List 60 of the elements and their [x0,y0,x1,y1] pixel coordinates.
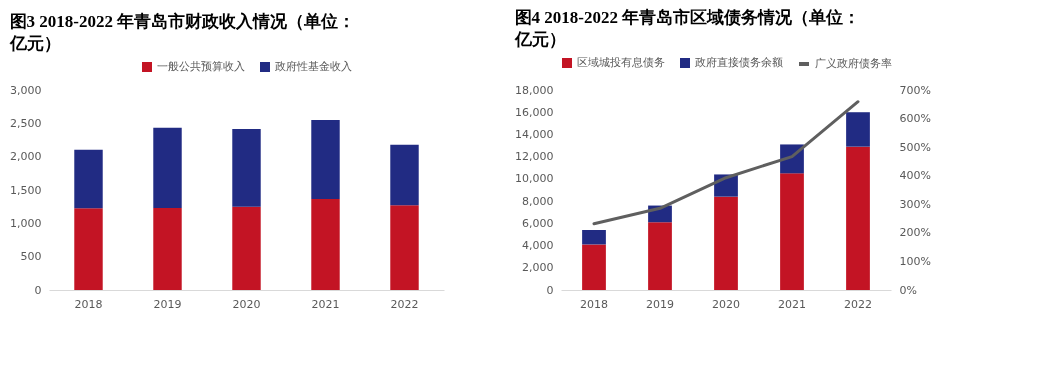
bar [846,146,870,290]
bar [780,173,804,290]
y2-tick-label: 700% [899,83,931,97]
bar [714,196,738,290]
x-tick-label: 2021 [778,297,806,311]
x-tick-label: 2018 [580,297,608,311]
x-tick-label: 2019 [153,297,182,311]
legend-label: 一般公共预算收入 [157,60,245,73]
x-tick-label: 2022 [844,297,872,311]
chart-title: 图3 2018-2022 年青岛市财政收入情况（单位：亿元） [8,12,356,53]
bar [232,129,261,207]
bar [390,144,419,206]
bar [311,120,340,199]
y2-tick-label: 200% [899,226,931,240]
x-tick-label: 2021 [311,297,340,311]
y-tick-label: 4,000 [522,239,554,253]
y-tick-label: 2,000 [522,261,554,275]
x-tick-label: 2018 [74,297,103,311]
x-tick-label: 2020 [712,297,740,311]
y-tick-label: 8,000 [522,194,554,208]
bar [390,205,419,290]
bar [582,244,606,290]
y-tick-label: 2,000 [10,150,42,164]
y-tick-label: 500 [20,250,42,264]
legend-label: 广义政府债务率 [815,57,892,70]
bar [153,208,182,290]
bar [232,206,261,290]
y-tick-label: 2,500 [10,116,42,130]
x-tick-label: 2020 [232,297,261,311]
bar [582,230,606,245]
y-tick-label: 10,000 [515,172,554,186]
bar [846,112,870,147]
legend-label: 区域城投有息债务 [577,56,665,69]
legend-label: 政府性基金收入 [275,60,352,73]
y-tick-label: 0 [34,283,42,297]
y-tick-label: 3,000 [10,83,42,97]
y-tick-label: 1,000 [10,216,42,230]
y-tick-label: 12,000 [515,150,554,164]
bar [311,199,340,290]
y-tick-label: 18,000 [515,83,554,97]
y-tick-label: 6,000 [522,216,554,230]
line-series [592,100,860,226]
y-tick-label: 1,500 [10,183,42,197]
bar [74,208,103,290]
x-tick-label: 2022 [390,297,419,311]
y2-tick-label: 500% [899,140,931,154]
y2-tick-label: 400% [899,169,931,183]
bar [153,127,182,208]
y-tick-label: 14,000 [515,127,554,141]
y2-tick-label: 100% [899,254,931,268]
chart-title: 图4 2018-2022 年青岛市区域债务情况（单位：亿元） [513,8,861,49]
y2-tick-label: 600% [899,112,931,126]
bar [74,149,103,209]
x-tick-label: 2019 [646,297,674,311]
y2-tick-label: 0% [899,283,917,297]
y-tick-label: 0 [546,283,554,297]
y-tick-label: 16,000 [515,105,554,119]
y2-tick-label: 300% [899,197,931,211]
bar [648,222,672,290]
legend-label: 政府直接债务余额 [695,56,783,69]
